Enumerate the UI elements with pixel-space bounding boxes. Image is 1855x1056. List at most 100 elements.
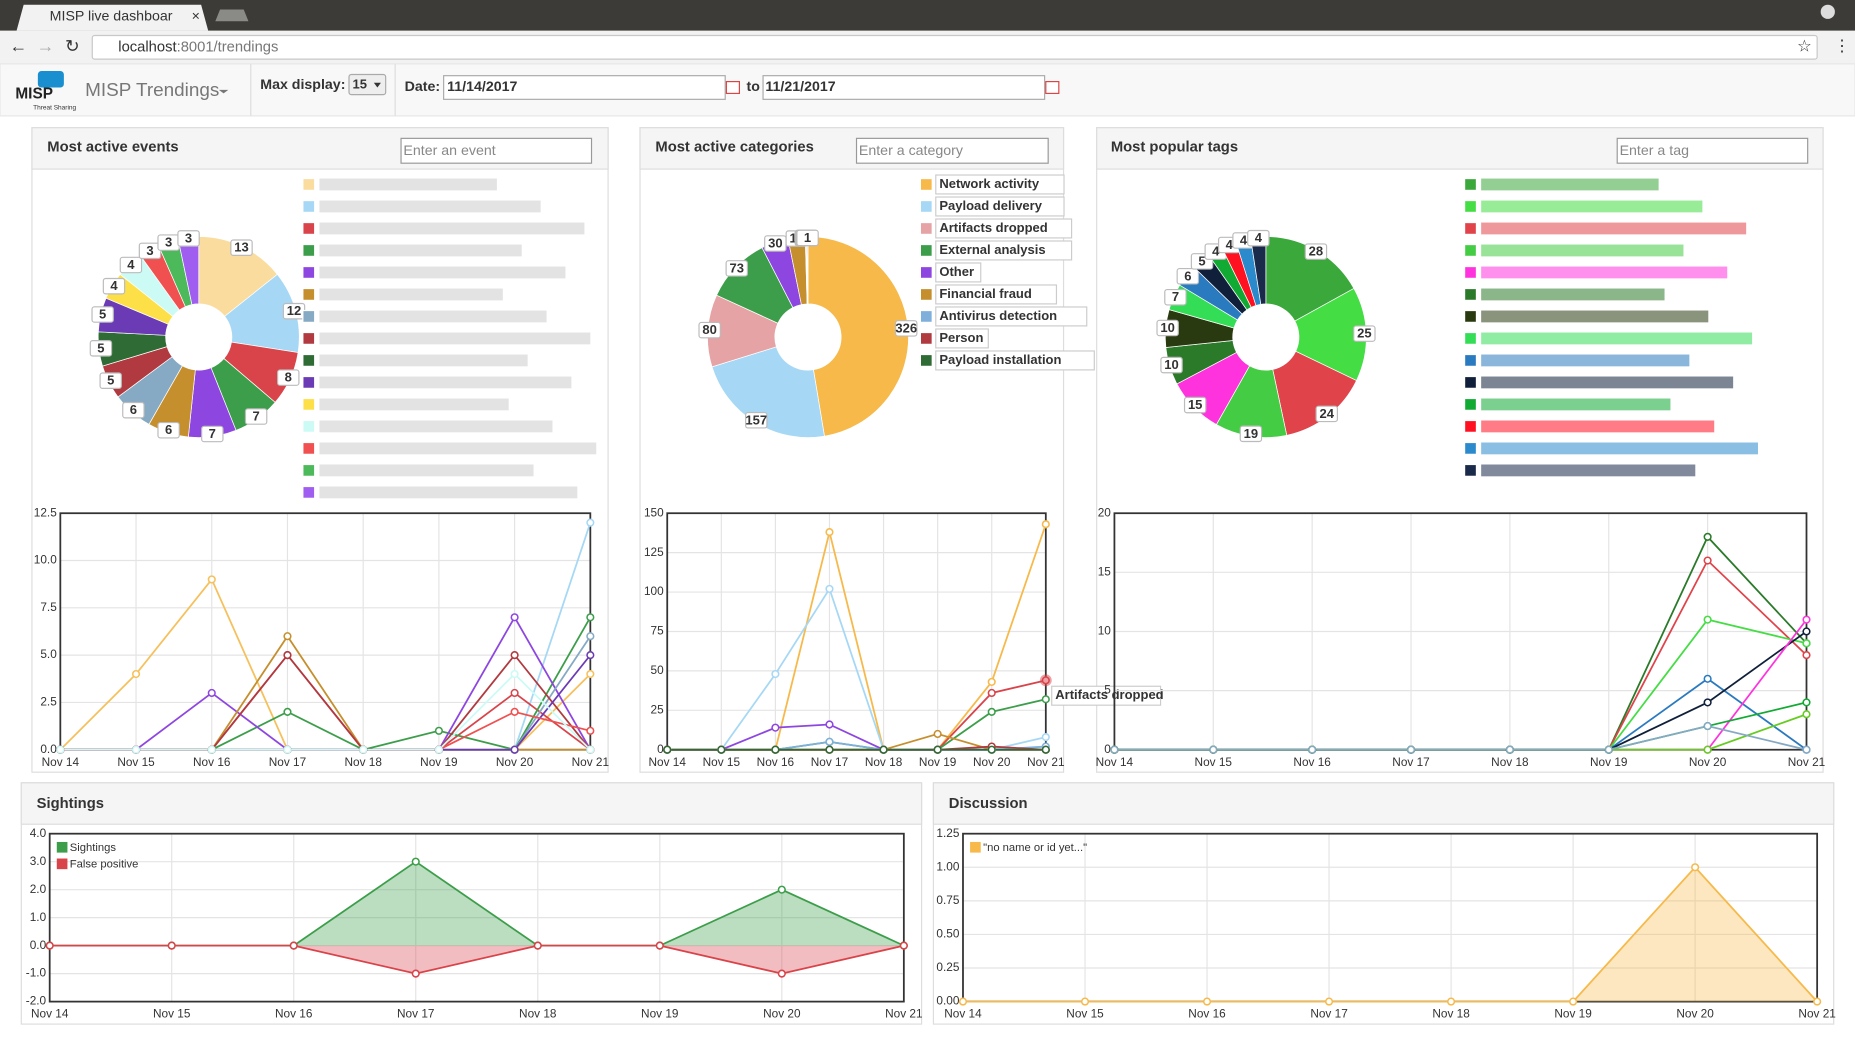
x-tick-label: Nov 14 (649, 755, 687, 769)
point (1041, 733, 1050, 742)
point (510, 613, 519, 622)
point (283, 651, 292, 660)
point (987, 688, 996, 698)
date-to: 11/21/2017 (765, 79, 835, 95)
point (987, 745, 996, 754)
y-tick-label: 10.0 (34, 553, 57, 567)
legend-blurred (319, 222, 585, 235)
label-box (1304, 243, 1328, 260)
x-tick-label: Nov 18 (1432, 1007, 1470, 1021)
pie-label: 4 (127, 257, 135, 272)
point (586, 726, 595, 735)
point (663, 745, 672, 754)
search-input[interactable] (1616, 137, 1809, 164)
legend-label: "no name or id yet..." (983, 842, 1087, 854)
point (958, 997, 968, 1006)
point (586, 632, 595, 641)
new-tab[interactable] (215, 9, 249, 22)
date-from: 11/14/2017 (447, 79, 517, 95)
x-tick-label: Nov 19 (919, 755, 957, 769)
legend-swatch (1464, 309, 1478, 323)
line (60, 672, 591, 751)
search-input[interactable] (855, 137, 1049, 164)
legend-swatch (302, 441, 316, 455)
legend-swatch (302, 309, 316, 323)
reload-button[interactable]: ↻ (65, 36, 80, 56)
tab-close[interactable]: × (192, 8, 200, 24)
x-tick-label: Nov 21 (1027, 755, 1064, 769)
address-bar[interactable] (91, 34, 1818, 60)
x-tick-label: Nov 20 (973, 755, 1011, 769)
tab[interactable] (16, 4, 209, 31)
legend-box (935, 262, 982, 283)
point (1703, 745, 1712, 754)
legend-label: Person (939, 330, 983, 345)
back-button[interactable]: ← (9, 36, 27, 56)
point (1802, 698, 1811, 707)
point (771, 745, 780, 754)
y-tick-label: 15 (1098, 564, 1112, 578)
label-box (244, 408, 268, 425)
brand[interactable]: MISP Trendings (85, 80, 219, 101)
legend-swatch (1464, 177, 1478, 191)
point (1703, 721, 1712, 731)
panel-title: Most active events (47, 140, 178, 156)
point (510, 707, 519, 716)
legend-blurred (319, 354, 528, 367)
pie-label: 25 (1357, 326, 1371, 341)
bookmark-star[interactable]: ☆ (1797, 37, 1812, 56)
pie-label: 6 (130, 402, 137, 417)
legend-swatch (919, 221, 933, 235)
line (962, 865, 1818, 1003)
x-tick-label: Nov 19 (1590, 755, 1628, 769)
y-tick-label: 100 (644, 584, 664, 598)
point (1703, 674, 1712, 683)
profile-icon[interactable] (1820, 4, 1835, 19)
date-from-input[interactable] (443, 75, 726, 100)
label-box (1156, 319, 1179, 337)
brand-caret[interactable] (218, 89, 229, 94)
point (771, 669, 780, 679)
pie-label: 28 (1309, 244, 1323, 259)
date-to-input[interactable] (762, 75, 1046, 100)
label-box (89, 340, 113, 357)
pie-label: 1 (804, 230, 811, 245)
x-tick-label: Nov 15 (117, 755, 155, 769)
legend-swatch (1464, 265, 1478, 279)
point (1209, 745, 1218, 754)
x-tick-label: Nov 17 (397, 1007, 434, 1021)
point (1505, 745, 1514, 754)
legend-label: Payload delivery (939, 198, 1042, 213)
legend-blurred (1481, 200, 1703, 213)
point (879, 745, 888, 754)
forward-button[interactable]: → (37, 36, 55, 56)
legend-blurred (319, 486, 578, 499)
pie-slice (198, 236, 278, 317)
y-tick-label: 0 (657, 742, 664, 756)
label-box (745, 412, 768, 429)
y-tick-label: 150 (644, 505, 664, 519)
menu-button[interactable]: ⋮ (1834, 37, 1851, 56)
pie-slice (223, 341, 299, 403)
x-tick-label: Nov 16 (757, 755, 795, 769)
legend-box (935, 350, 1095, 371)
max-display-select[interactable] (348, 73, 387, 96)
point (1110, 745, 1119, 754)
pie-slice (707, 294, 779, 368)
calendar-icon[interactable] (1045, 81, 1060, 95)
panel (639, 127, 1065, 773)
x-tick-label: Nov 18 (519, 1007, 557, 1021)
point (533, 941, 542, 950)
calendar-icon[interactable] (725, 81, 740, 95)
point (283, 745, 292, 754)
point (510, 651, 519, 660)
search-input[interactable] (400, 137, 593, 164)
y-tick-label: 50 (651, 663, 665, 677)
point (586, 745, 595, 754)
legend-swatch (1464, 199, 1478, 213)
pie-label: 7 (209, 426, 216, 441)
point (510, 669, 519, 679)
y-tick-label: -1.0 (26, 966, 47, 980)
y-tick-label: 12.5 (34, 505, 57, 519)
